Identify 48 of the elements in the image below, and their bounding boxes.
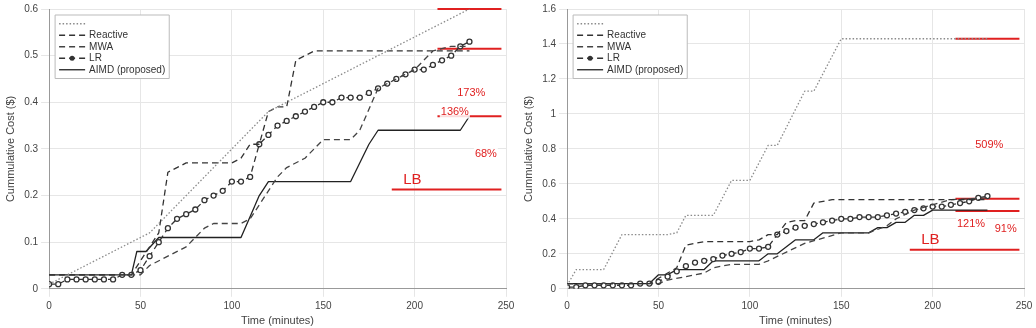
x-tick-label: 250 — [1015, 299, 1033, 311]
x-tick-label: 0 — [46, 299, 53, 311]
x-tick-label: 200 — [406, 299, 424, 311]
y-tick-label: 0.5 — [24, 49, 39, 61]
y-tick-label: 0.2 — [24, 189, 39, 201]
y-tick-label: 0 — [32, 282, 39, 294]
annotation: 173% — [457, 85, 486, 98]
annotation: 136% — [440, 104, 470, 117]
y-tick-label: 0.2 — [542, 247, 557, 259]
legend-label: Reactive — [89, 29, 129, 40]
y-axis-title: Cummulative Cost ($) — [3, 95, 16, 203]
legend-label: AIMD (proposed) — [89, 63, 166, 75]
y-tick-label: 1.6 — [542, 2, 557, 14]
x-tick-label: 150 — [832, 299, 851, 311]
annotation: 121% — [956, 217, 986, 230]
x-tick-label: 0 — [564, 299, 571, 311]
y-tick-label: 1.4 — [542, 37, 557, 49]
legend-label: Reactive — [607, 29, 647, 40]
x-tick-label: 150 — [314, 299, 333, 311]
x-tick-label: 50 — [134, 299, 147, 311]
legend-label: AIMD (proposed) — [607, 63, 684, 75]
ref-line-label: LB — [921, 230, 940, 248]
annotation: 91% — [994, 222, 1017, 235]
legend-label: MWA — [89, 40, 114, 52]
annotation: 68% — [474, 146, 498, 159]
x-tick-label: 100 — [223, 299, 241, 311]
x-tick-label: 250 — [497, 299, 515, 311]
y-tick-label: 0.4 — [24, 96, 39, 108]
y-tick-label: 1 — [550, 107, 557, 119]
legend-label: LR — [607, 52, 620, 63]
x-axis-title: Time (minutes) — [241, 314, 315, 327]
x-axis-title: Time (minutes) — [759, 314, 833, 327]
y-tick-label: 0.8 — [542, 142, 557, 154]
legend-label: LR — [89, 52, 102, 63]
x-tick-label: 50 — [652, 299, 665, 311]
ref-line-label: LB — [403, 170, 422, 188]
x-tick-label: 200 — [924, 299, 942, 311]
y-tick-label: 0 — [550, 282, 557, 294]
y-axis-title: Cummulative Cost ($) — [521, 95, 534, 203]
legend-label: MWA — [607, 40, 632, 52]
y-tick-label: 1.2 — [542, 72, 557, 84]
y-tick-label: 0.6 — [542, 177, 557, 189]
annotation: 509% — [975, 138, 1004, 151]
y-tick-label: 0.4 — [542, 212, 557, 224]
y-tick-label: 0.3 — [24, 142, 39, 154]
y-tick-label: 0.6 — [24, 2, 39, 14]
y-tick-label: 0.1 — [24, 235, 39, 247]
x-tick-label: 100 — [741, 299, 759, 311]
